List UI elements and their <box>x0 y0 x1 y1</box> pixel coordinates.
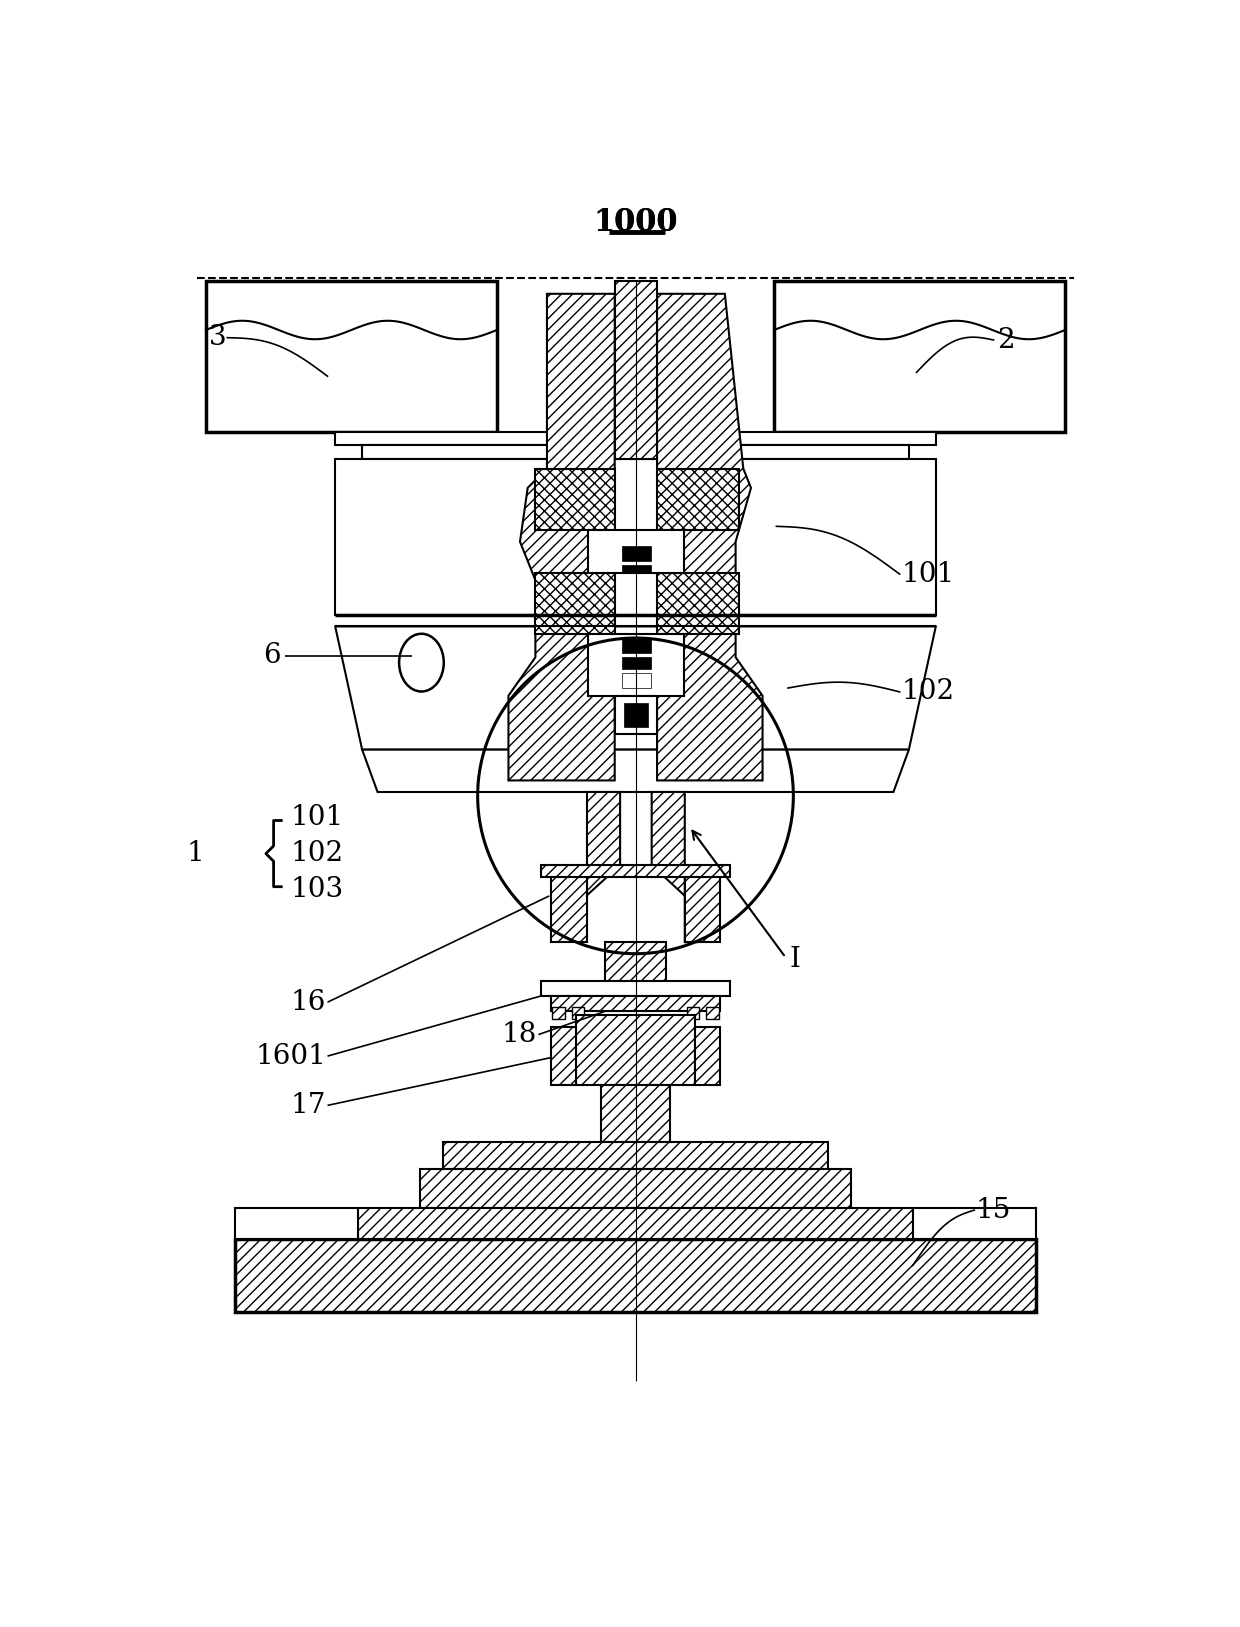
Text: 17: 17 <box>290 1092 326 1119</box>
Text: 102: 102 <box>290 840 343 867</box>
Polygon shape <box>621 545 651 561</box>
Polygon shape <box>335 626 936 750</box>
Polygon shape <box>615 696 657 734</box>
Bar <box>707 1007 719 1019</box>
Polygon shape <box>362 446 909 459</box>
Polygon shape <box>577 1015 694 1085</box>
Text: 6: 6 <box>263 643 281 669</box>
Polygon shape <box>420 1170 851 1207</box>
Polygon shape <box>657 469 739 530</box>
Polygon shape <box>774 281 1065 433</box>
Polygon shape <box>206 281 497 433</box>
Bar <box>552 1007 564 1019</box>
Text: 1000: 1000 <box>593 207 678 238</box>
Polygon shape <box>657 573 739 635</box>
Text: 3: 3 <box>210 324 227 351</box>
Text: 2: 2 <box>997 327 1016 353</box>
Polygon shape <box>551 1027 577 1085</box>
Polygon shape <box>335 459 936 615</box>
Polygon shape <box>551 996 720 1012</box>
Polygon shape <box>588 530 684 573</box>
Polygon shape <box>574 792 620 942</box>
Polygon shape <box>236 1238 1035 1311</box>
Polygon shape <box>621 657 651 669</box>
Polygon shape <box>588 635 684 696</box>
Text: 1601: 1601 <box>255 1043 326 1069</box>
Text: 102: 102 <box>901 678 955 706</box>
Bar <box>572 1007 584 1019</box>
Polygon shape <box>236 1207 358 1238</box>
Text: 1: 1 <box>186 840 203 867</box>
Polygon shape <box>652 792 697 942</box>
Text: 16: 16 <box>290 989 326 1015</box>
Text: 101: 101 <box>901 561 955 587</box>
Polygon shape <box>913 1207 1035 1238</box>
Text: 15: 15 <box>976 1196 1011 1224</box>
Polygon shape <box>536 573 615 635</box>
Polygon shape <box>551 872 587 942</box>
Polygon shape <box>624 703 647 727</box>
Polygon shape <box>694 1027 720 1085</box>
Polygon shape <box>605 942 666 1012</box>
Polygon shape <box>358 1207 913 1238</box>
Text: 103: 103 <box>290 877 343 903</box>
Polygon shape <box>443 1142 828 1170</box>
Polygon shape <box>621 672 651 688</box>
Polygon shape <box>335 433 936 446</box>
Text: 1000: 1000 <box>593 207 678 238</box>
Polygon shape <box>362 750 909 792</box>
Bar <box>687 1007 699 1019</box>
Text: 18: 18 <box>501 1022 537 1048</box>
Text: 101: 101 <box>290 804 343 831</box>
Polygon shape <box>621 565 651 573</box>
Polygon shape <box>601 1085 670 1142</box>
Polygon shape <box>541 866 730 877</box>
Polygon shape <box>684 872 720 942</box>
Polygon shape <box>621 638 651 654</box>
Polygon shape <box>541 981 730 996</box>
Polygon shape <box>508 294 615 781</box>
Text: I: I <box>790 945 800 973</box>
Polygon shape <box>615 281 657 459</box>
Polygon shape <box>536 469 615 530</box>
Polygon shape <box>657 294 763 781</box>
